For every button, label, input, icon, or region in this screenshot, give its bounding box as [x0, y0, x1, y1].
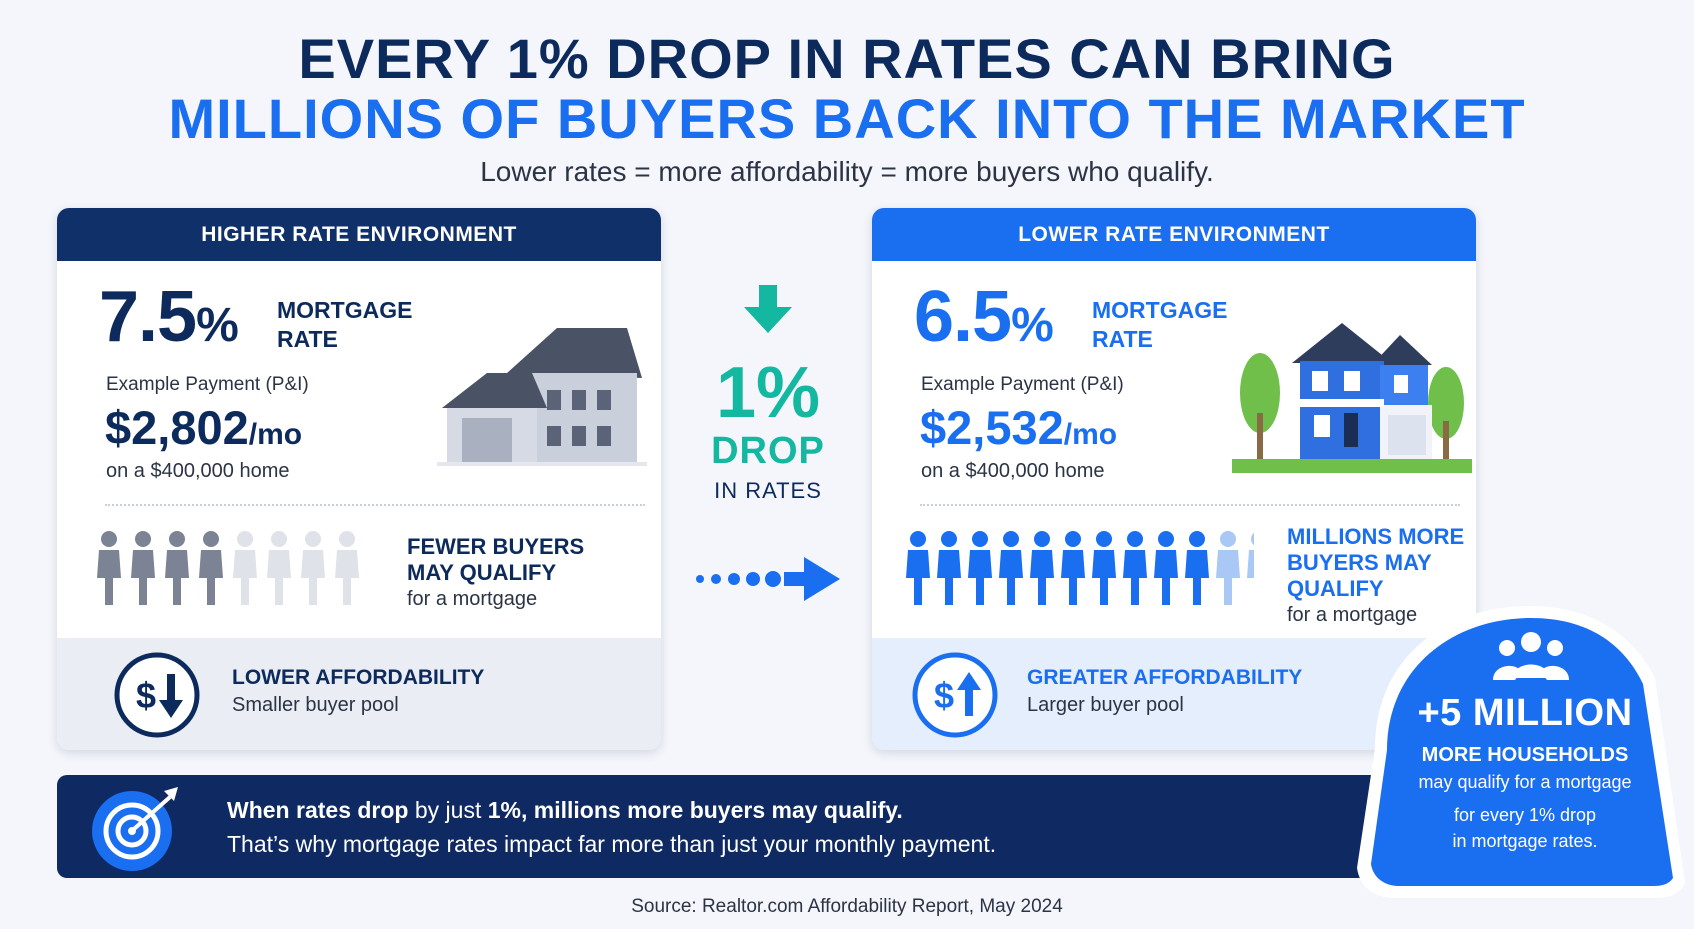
drop-percent: 1%: [715, 353, 821, 433]
banner-line-1: When rates drop by just 1%, millions mor…: [227, 797, 903, 823]
higher-rate-heading: HIGHER RATE ENVIRONMENT: [57, 208, 661, 261]
person-icon: [1123, 531, 1147, 605]
lower-rate-label: MORTGAGE RATE: [1092, 297, 1228, 352]
person-icon: [1030, 531, 1054, 605]
person-icon: [267, 531, 291, 605]
badge-text-2: for every 1% drop: [1453, 805, 1597, 825]
fewer-people-icon: [97, 531, 359, 605]
subtitle: Lower rates = more affordability = more …: [480, 156, 1214, 187]
down-arrow-icon: [744, 285, 792, 333]
person-icon: [97, 531, 121, 605]
badge-text-3: in mortgage rates.: [1452, 831, 1598, 851]
higher-home-note: on a $400,000 home: [106, 460, 290, 482]
person-icon: [999, 531, 1023, 605]
source-note: Source: Realtor.com Affordability Report…: [631, 896, 1063, 917]
lower-rate-heading: LOWER RATE ENVIRONMENT: [872, 208, 1476, 261]
person-icon: [1061, 531, 1085, 605]
drop-sub: IN RATES: [714, 478, 822, 503]
person-icon: [165, 531, 189, 605]
person-icon: [335, 531, 359, 605]
blue-house-icon: [1232, 323, 1472, 473]
greater-affordability-sub: Larger buyer pool: [1027, 694, 1184, 716]
bottom-banner: When rates drop by just 1%, millions mor…: [57, 775, 1387, 878]
person-icon: [1185, 531, 1209, 605]
person-icon: [199, 531, 223, 605]
person-icon: [301, 531, 325, 605]
more-buyers-text: MILLIONS MORE BUYERS MAY QUALIFY: [1287, 524, 1465, 601]
banner-line-2: That’s why mortgage rates impact far mor…: [227, 831, 997, 857]
gray-house-icon: [437, 328, 647, 466]
more-buyers-sub: for a mortgage: [1287, 604, 1418, 626]
household-people-icon: [1493, 632, 1569, 680]
higher-rate-card: HIGHER RATE ENVIRONMENT 7.5% MORTGAGE RAT…: [57, 208, 661, 750]
lower-affordability-panel: $ GREATER AFFORDABILITY Larger buyer poo…: [872, 638, 1476, 750]
svg-text:$: $: [934, 675, 954, 716]
fewer-buyers-sub: for a mortgage: [407, 588, 538, 610]
person-icon: [233, 531, 257, 605]
person-icon: [131, 531, 155, 605]
lower-payment-value: $2,532/mo: [920, 401, 1118, 454]
person-icon: [937, 531, 961, 605]
higher-rate-label: MORTGAGE RATE: [277, 297, 413, 352]
lower-affordability-sub: Smaller buyer pool: [232, 694, 399, 716]
target-icon: [92, 787, 178, 871]
person-icon: [906, 531, 930, 605]
higher-affordability-panel: $ LOWER AFFORDABILITY Smaller buyer pool: [57, 638, 661, 750]
more-people-icon: [906, 531, 1254, 605]
badge-title: +5 MILLION: [1417, 692, 1633, 734]
higher-payment-value: $2,802/mo: [105, 401, 303, 454]
lower-payment-label: Example Payment (P&I): [921, 374, 1124, 395]
lower-rate-card: LOWER RATE ENVIRONMENT 6.5% MORTGAGE RATE…: [872, 208, 1476, 750]
person-icon: [1247, 532, 1254, 578]
headline-line-1: EVERY 1% DROP IN RATES CAN BRING: [298, 27, 1396, 90]
person-icon: [968, 531, 992, 605]
dollar-up-icon: $: [912, 652, 998, 738]
higher-rate-value: 7.5%: [99, 277, 239, 357]
drop-word: DROP: [711, 430, 825, 472]
dotted-arrow-icon: [696, 557, 840, 601]
badge-subtitle: MORE HOUSEHOLDS: [1421, 744, 1629, 766]
headline-line-2: MILLIONS OF BUYERS BACK INTO THE MARKET: [168, 87, 1526, 150]
svg-text:$: $: [136, 675, 156, 716]
person-icon: [1092, 531, 1116, 605]
lower-rate-value: 6.5%: [914, 277, 1054, 357]
million-badge: [1357, 606, 1685, 898]
person-icon: [1216, 531, 1240, 605]
higher-payment-label: Example Payment (P&I): [106, 374, 309, 395]
lower-home-note: on a $400,000 home: [921, 460, 1105, 482]
fewer-buyers-text: FEWER BUYERS MAY QUALIFY: [407, 534, 585, 585]
dollar-down-icon: $: [114, 652, 200, 738]
lower-divider: [920, 504, 1460, 506]
person-icon: [1154, 531, 1178, 605]
badge-text-1: may qualify for a mortgage: [1418, 772, 1632, 792]
higher-divider: [105, 504, 645, 506]
lower-affordability-title: LOWER AFFORDABILITY: [232, 666, 485, 689]
greater-affordability-title: GREATER AFFORDABILITY: [1027, 666, 1303, 689]
